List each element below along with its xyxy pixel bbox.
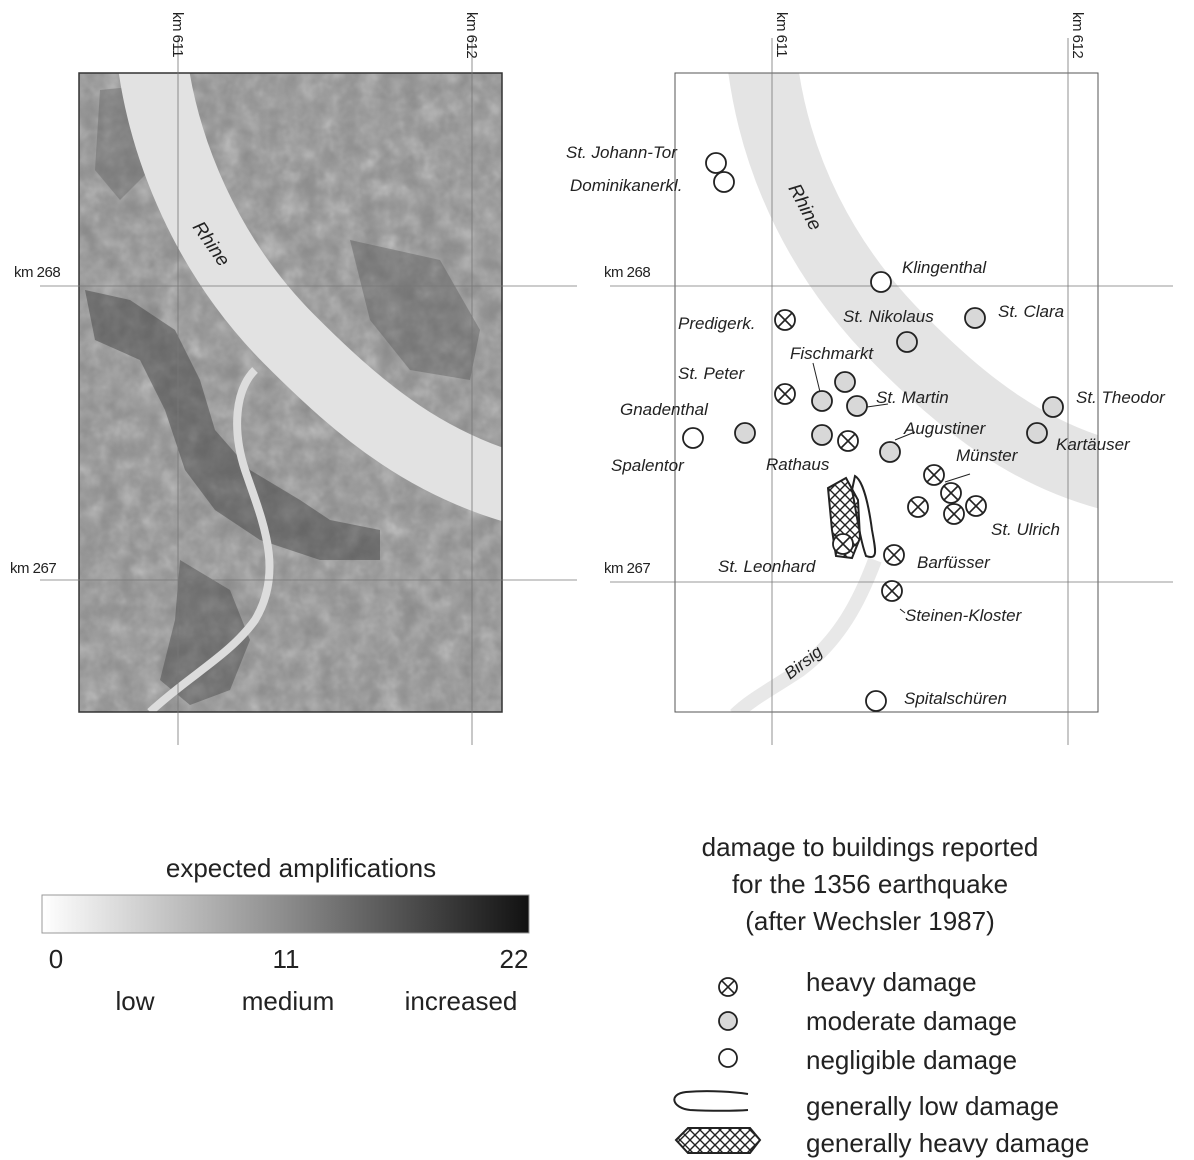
map-frame-right xyxy=(674,72,1099,713)
site-marker-spalentor xyxy=(682,427,704,449)
amp-tick-0: 0 xyxy=(49,944,63,974)
site-label-klingenthal: Klingenthal xyxy=(902,258,987,277)
site-marker-unlabeled-3 xyxy=(940,482,962,504)
site-marker-munster xyxy=(923,464,945,486)
legend-negligible-damage-icon xyxy=(718,1048,738,1068)
site-labels: St. Johann-Tor Dominikanerkl. Klingenthal P… xyxy=(566,143,1166,708)
site-label-munster: Münster xyxy=(956,446,1019,465)
site-marker-fischmarkt xyxy=(834,371,856,393)
site-marker-st-nikolaus xyxy=(896,331,918,353)
map-frame-left xyxy=(78,72,503,713)
amp-level-medium: medium xyxy=(242,986,334,1016)
site-marker-gnadenthal xyxy=(734,422,756,444)
site-label-spitalschuren: Spitalschüren xyxy=(904,689,1007,708)
site-label-st-clara: St. Clara xyxy=(998,302,1064,321)
grid-label-right-km612: km 612 xyxy=(1069,12,1086,58)
amp-tick-11: 11 xyxy=(273,944,300,974)
site-marker-spitalschuren xyxy=(865,690,887,712)
map-base-right xyxy=(675,73,1098,712)
site-label-st-johann-tor: St. Johann-Tor xyxy=(566,143,678,162)
site-marker-barfusser xyxy=(883,544,905,566)
dark-valley-zone xyxy=(160,560,250,705)
site-marker-klingenthal xyxy=(870,271,892,293)
amplification-color-bar xyxy=(41,894,530,934)
site-label-st-peter: St. Peter xyxy=(678,364,745,383)
site-label-st-martin: St. Martin xyxy=(876,388,949,407)
legend-heavy-damage-icon xyxy=(718,977,738,997)
amp-level-increased: increased xyxy=(405,986,518,1016)
site-label-dominikanerkl: Dominikanerkl. xyxy=(570,176,682,195)
rhine-river-left xyxy=(118,73,502,522)
damage-map: Rhine Birsig xyxy=(674,72,1099,713)
site-marker-st-clara xyxy=(964,307,986,329)
legend-label-moderate: moderate damage xyxy=(806,1006,1017,1036)
grid-label-left-km268: km 268 xyxy=(14,264,60,281)
site-marker-unlabeled-1 xyxy=(811,390,833,412)
birsig-river-left xyxy=(147,367,274,712)
site-marker-predigerk xyxy=(774,309,796,331)
site-marker-unlabeled-2 xyxy=(811,424,833,446)
site-marker-st-theodor xyxy=(1042,396,1064,418)
birsig-river-right xyxy=(730,557,882,712)
amp-level-low: low xyxy=(115,986,154,1016)
amp-tick-22: 22 xyxy=(500,944,529,974)
site-label-st-ulrich: St. Ulrich xyxy=(991,520,1060,539)
site-marker-st-johann-tor xyxy=(705,152,727,174)
legend-label-low-zone: generally low damage xyxy=(806,1091,1059,1121)
site-marker-unlabeled-4 xyxy=(907,496,929,518)
grid-label-right-km611: km 611 xyxy=(773,12,790,57)
amplification-map: Rhine xyxy=(78,72,503,713)
site-label-predigerk: Predigerk. xyxy=(678,314,755,333)
damage-legend-title-line3: (after Wechsler 1987) xyxy=(745,906,995,936)
site-marker-st-martin xyxy=(846,395,868,417)
damage-legend-title-line1: damage to buildings reported xyxy=(702,832,1039,862)
site-marker-rathaus xyxy=(837,430,859,452)
site-marker-st-ulrich xyxy=(965,495,987,517)
site-label-st-nikolaus: St. Nikolaus xyxy=(843,307,934,326)
legend-label-heavy-zone: generally heavy damage xyxy=(806,1128,1089,1158)
site-label-steinen-kloster: Steinen-Kloster xyxy=(905,606,1023,625)
site-label-fischmarkt: Fischmarkt xyxy=(790,344,874,363)
dark-terrace-zone xyxy=(85,290,380,560)
site-label-gnadenthal: Gnadenthal xyxy=(620,400,709,419)
site-markers xyxy=(682,152,1064,712)
legend-label-negligible: negligible damage xyxy=(806,1045,1017,1075)
dark-plateau-zone xyxy=(350,240,480,380)
site-marker-steinen-kloster xyxy=(881,580,903,602)
grid-label-left-km267: km 267 xyxy=(10,560,56,577)
grid-label-left-km611: km 611 xyxy=(169,12,186,57)
site-label-st-theodor: St. Theodor xyxy=(1076,388,1166,407)
grid-label-left-km612: km 612 xyxy=(463,12,480,58)
site-marker-unlabeled-5 xyxy=(943,503,965,525)
site-marker-st-peter xyxy=(774,383,796,405)
amplification-legend: expected amplifications 0 11 22 low medi… xyxy=(41,853,530,1016)
site-marker-augustiner xyxy=(879,441,901,463)
legend-label-heavy: heavy damage xyxy=(806,967,977,997)
damage-legend-title-line2: for the 1356 earthquake xyxy=(732,869,1008,899)
site-label-spalentor: Spalentor xyxy=(611,456,685,475)
grid-label-right-km268: km 268 xyxy=(604,264,650,281)
grid-label-right-km267: km 267 xyxy=(604,560,650,577)
legend-low-damage-zone-icon xyxy=(673,1090,749,1112)
site-label-barfusser: Barfüsser xyxy=(917,553,991,572)
legend-moderate-damage-icon xyxy=(718,1011,738,1031)
damage-legend: damage to buildings reported for the 135… xyxy=(673,832,1089,1158)
site-marker-dominikanerkl xyxy=(713,171,735,193)
site-label-rathaus: Rathaus xyxy=(766,455,830,474)
site-marker-st-leonhard xyxy=(832,533,854,555)
amplification-legend-title: expected amplifications xyxy=(166,853,436,883)
site-marker-kartauser xyxy=(1026,422,1048,444)
legend-heavy-damage-zone-icon xyxy=(674,1127,762,1154)
site-label-augustiner: Augustiner xyxy=(903,419,987,438)
site-label-kartauser: Kartäuser xyxy=(1056,435,1131,454)
site-label-st-leonhard: St. Leonhard xyxy=(718,557,816,576)
